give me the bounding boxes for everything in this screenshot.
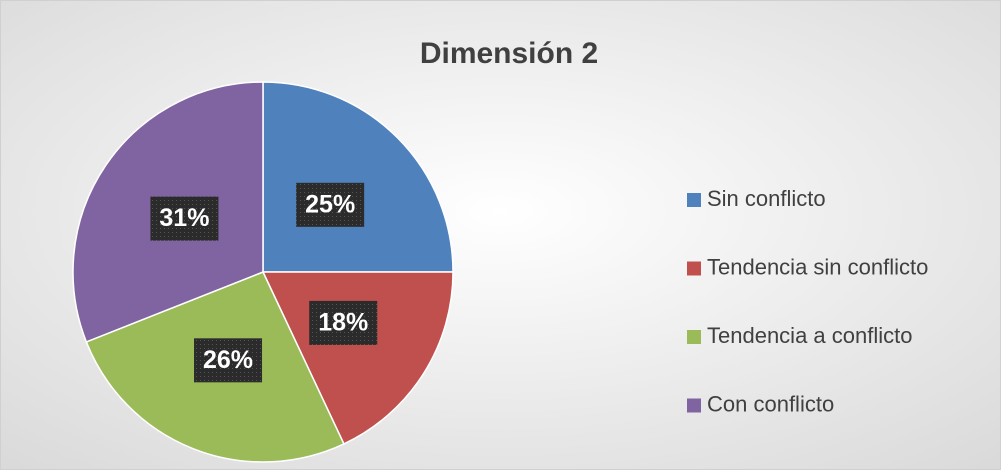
legend-swatch — [687, 193, 701, 207]
data-label-box — [309, 300, 378, 345]
data-label: 31% — [159, 204, 209, 232]
data-label-box — [194, 338, 263, 383]
legend-label: Sin conflicto — [707, 186, 826, 211]
data-label: 18% — [318, 309, 368, 337]
data-label-box — [150, 196, 219, 241]
data-label: 25% — [305, 190, 355, 218]
legend-label: Con conflicto — [707, 391, 834, 416]
legend-swatch — [687, 261, 701, 276]
legend-label: Tendencia sin conflicto — [707, 254, 928, 279]
legend-swatch — [687, 330, 701, 344]
chart-title: Dimensión 2 — [420, 37, 598, 70]
data-label: 26% — [203, 346, 253, 374]
legend-swatch — [687, 398, 701, 413]
data-label-box — [296, 182, 365, 227]
legend-label: Tendencia a conflicto — [707, 323, 912, 348]
